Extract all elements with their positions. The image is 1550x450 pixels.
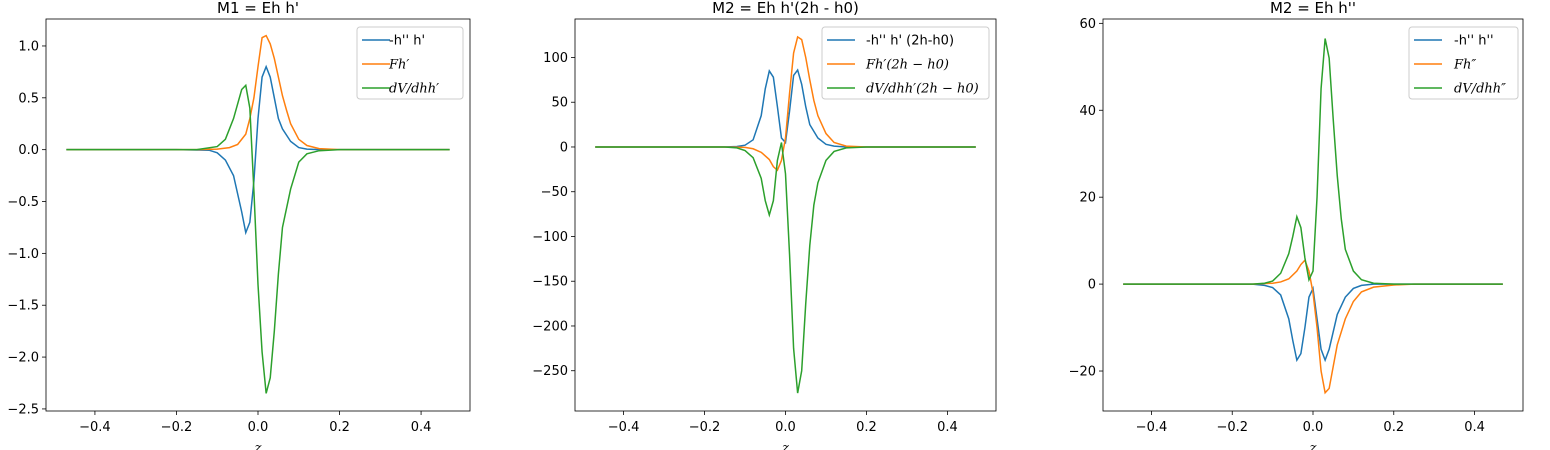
legend-label: -h'' h' <box>389 34 425 49</box>
chart-panel-1: −0.4 −0.2 0.0 0.2 0.4 −2.5 −2.0 −1.5 −1.0 −0.5 0.0… <box>7 0 471 450</box>
series-line-1 <box>66 64 450 236</box>
y-tick-label: −1.5 <box>7 299 39 314</box>
x-tick-label: −0.2 <box>161 420 193 435</box>
x-tick-label: −0.2 <box>689 420 721 435</box>
y-tick-label: −2.5 <box>7 402 39 417</box>
x-tick-label: 0.4 <box>937 420 958 435</box>
y-tick-label: −150 <box>532 275 568 290</box>
legend-box <box>356 26 464 100</box>
x-axis-label: z <box>781 441 789 450</box>
series-line-3 <box>595 142 976 394</box>
y-tick-label: 0 <box>560 140 568 155</box>
y-tick-label: 100 <box>543 51 568 66</box>
x-tick-label: 0.2 <box>1383 420 1404 435</box>
legend: -h'' h' (2h-h0) Fh′(2h − h0) dV/dhh′(2h − … <box>821 26 990 100</box>
x-tick-label: 0.2 <box>329 420 350 435</box>
legend-label: Fh″ <box>1453 58 1476 73</box>
x-tick-label: 0.0 <box>775 420 796 435</box>
y-tick-label: 0 <box>1088 278 1096 293</box>
legend-box <box>821 26 990 100</box>
x-tick-label: −0.4 <box>608 420 640 435</box>
series-line-3 <box>1123 38 1503 285</box>
x-tick-label: 0.0 <box>1303 420 1324 435</box>
y-tick-label: 1.0 <box>18 39 39 54</box>
x-axis-label: z <box>254 441 262 450</box>
legend-label: Fh′ <box>388 58 409 73</box>
chart-panel-2: −0.4 −0.2 0.0 0.2 0.4 −250 −200 −150 −100 −50 0 50 1… <box>532 0 997 450</box>
legend-label: dV/dhh″ <box>1454 82 1506 97</box>
y-tick-label: −200 <box>532 319 568 334</box>
y-tick-label: 50 <box>551 96 568 111</box>
legend-label: -h'' h'' <box>1454 34 1494 49</box>
series-line-3 <box>66 83 450 394</box>
x-tick-label: −0.2 <box>1216 420 1248 435</box>
legend: -h'' h' Fh′ dV/dhh′ <box>356 26 464 100</box>
x-axis-label: z <box>1309 441 1317 450</box>
y-tick-label: −50 <box>541 185 568 200</box>
legend-box <box>1408 26 1519 100</box>
y-tick-label: 0.0 <box>18 143 39 158</box>
legend: -h'' h'' Fh″ dV/dhh″ <box>1408 26 1519 100</box>
chart-panel-3: −0.4 −0.2 0.0 0.2 0.4 −20 0 20 40 60 M2 = Eh h'' z -… <box>1069 0 1524 450</box>
legend-label: dV/dhh′ <box>389 82 439 97</box>
y-tick-label: 0.5 <box>18 91 39 106</box>
y-tick-label: −20 <box>1069 365 1096 380</box>
series-line-2 <box>595 35 976 172</box>
legend-label: Fh′(2h − h0) <box>865 58 949 73</box>
y-tick-label: 40 <box>1079 104 1096 119</box>
x-tick-label: 0.0 <box>248 420 269 435</box>
series-line-2 <box>1123 258 1503 395</box>
x-tick-label: 0.4 <box>411 420 432 435</box>
y-tick-label: 60 <box>1079 17 1096 32</box>
y-tick-label: −250 <box>532 364 568 379</box>
legend-label: -h'' h' (2h-h0) <box>866 34 954 49</box>
x-tick-label: 0.2 <box>856 420 877 435</box>
legend-label: dV/dhh′(2h − h0) <box>866 82 979 97</box>
x-tick-label: −0.4 <box>79 420 111 435</box>
y-tick-label: −0.5 <box>7 195 39 210</box>
y-tick-label: −2.0 <box>7 351 39 366</box>
x-tick-label: 0.4 <box>1464 420 1485 435</box>
chart-title: M1 = Eh h' <box>217 0 299 17</box>
series-line-1 <box>1123 283 1503 363</box>
y-tick-label: −100 <box>532 230 568 245</box>
x-tick-label: −0.4 <box>1136 420 1168 435</box>
series-line-2 <box>66 34 450 151</box>
y-tick-label: 20 <box>1079 191 1096 206</box>
y-tick-label: −1.0 <box>7 247 39 262</box>
chart-title: M2 = Eh h'(2h - h0) <box>712 0 859 17</box>
chart-title: M2 = Eh h'' <box>1270 0 1356 17</box>
series-line-1 <box>595 68 976 148</box>
